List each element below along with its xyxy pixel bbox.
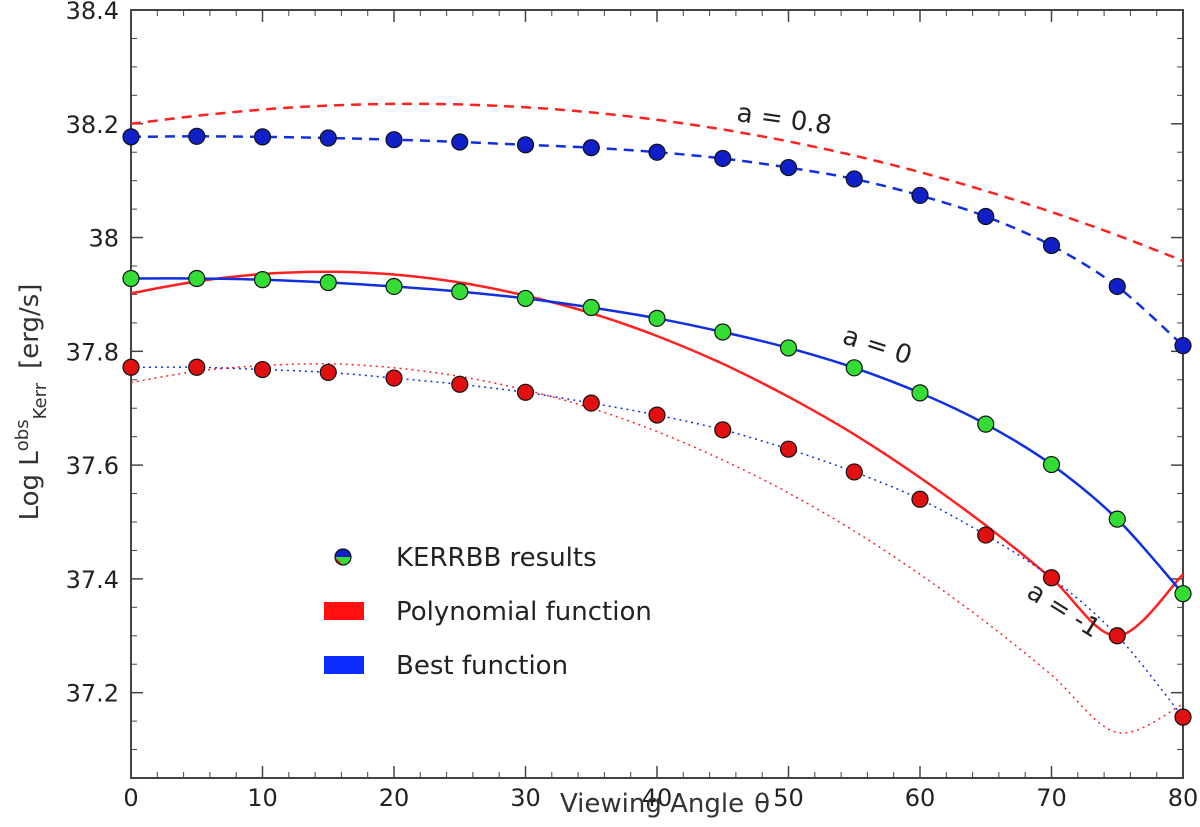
kerrbb-point-a08: [451, 133, 469, 151]
kerrbb-point-a08: [714, 149, 732, 168]
kerrbb-point-a08: [977, 207, 995, 226]
legend-patch: [324, 602, 364, 620]
x-tick-label: 30: [510, 784, 541, 812]
y-tick-label: 37.8: [66, 338, 119, 366]
kerrbb-point-aneg1: [582, 394, 600, 412]
kerrbb-point-a0: [516, 289, 535, 308]
kerrbb-point-a0: [319, 273, 337, 292]
kerrbb-point-aneg1: [1174, 708, 1192, 726]
kerrbb-point-aneg1: [451, 375, 469, 393]
kerrbb-point-a08: [253, 128, 272, 146]
kerrbb-point-a08: [385, 131, 403, 149]
x-tick-label: 10: [247, 784, 278, 812]
kerrbb-point-a0: [714, 323, 732, 341]
kerrbb-point-a08: [779, 158, 798, 177]
best-curve-aneg1: [130, 366, 1184, 718]
kerrbb-point-a0: [253, 271, 272, 289]
kerrbb-point-aneg1: [253, 360, 272, 379]
polynomial-curve-a0: [130, 270, 1184, 638]
annotations: a = 0.8a = 0a = -1: [735, 98, 1105, 644]
kerrbb-point-a08: [1108, 277, 1126, 296]
kerrbb-point-aneg1: [385, 369, 403, 387]
kerrbb-point-a0: [911, 384, 929, 402]
kerrbb-point-a08: [648, 143, 666, 161]
legend-patch: [324, 656, 364, 674]
legend-marker-left: [335, 557, 343, 565]
kerrbb-point-aneg1: [911, 490, 929, 508]
kerrbb-point-a0: [451, 283, 469, 301]
legend-label: Best function: [396, 651, 568, 681]
kerrbb-point-a08: [516, 136, 535, 154]
kerrbb-point-aneg1: [188, 358, 206, 376]
kerrbb-point-a0: [977, 415, 995, 433]
curve-annotation: a = -1: [1022, 576, 1106, 644]
x-tick-label: 60: [905, 784, 936, 812]
y-tick-label: 38.2: [66, 111, 119, 139]
kerrbb-point-aneg1: [845, 463, 863, 481]
kerrbb-point-a0: [845, 359, 863, 377]
y-tick-label: 38.4: [66, 0, 119, 25]
kerrbb-point-a0: [648, 309, 666, 327]
kerrbb-point-a08: [319, 129, 337, 147]
x-tick-label: 80: [1168, 784, 1199, 812]
kerrbb-point-a0: [385, 277, 403, 296]
kerrbb-point-a0: [122, 269, 140, 288]
y-tick-label: 37.6: [66, 452, 119, 480]
kerrbb-point-a0: [779, 339, 798, 357]
plot-area-border: [130, 9, 1184, 779]
kerrbb-point-aneg1: [1108, 627, 1126, 645]
data-markers: [122, 127, 1192, 726]
y-tick-label: 38: [88, 225, 119, 253]
kerrbb-point-a08: [845, 170, 863, 188]
kerrbb-point-a08: [188, 127, 206, 145]
legend-marker-outline: [334, 548, 352, 566]
best-curve-a08: [130, 135, 1184, 347]
kerrbb-point-a0: [1174, 585, 1192, 603]
x-tick-label: 50: [773, 784, 804, 812]
legend-marker-icon: [334, 548, 352, 566]
x-tick-label: 0: [123, 784, 138, 812]
kerrbb-point-aneg1: [122, 358, 140, 376]
kerrbb-point-aneg1: [1042, 569, 1061, 587]
kerrbb-point-a08: [1042, 236, 1061, 255]
y-axis-title: Log LobsKerr[erg/s]: [12, 284, 51, 521]
kerrbb-point-a0: [1042, 455, 1061, 474]
legend-label: Polynomial function: [396, 597, 652, 627]
plot-frame: [130, 9, 1184, 779]
kerrbb-point-aneg1: [319, 363, 337, 381]
polynomial-curve-a08: [130, 102, 1184, 263]
axis-ticks: 0 10 20 30 40 50 60 70 80 37.2 37.4 37.6 37.8 38 38.2 3…: [66, 0, 1199, 812]
x-tick-label: 70: [1036, 784, 1067, 812]
kerrbb-point-a0: [1108, 510, 1126, 528]
legend-marker-right: [335, 557, 351, 565]
kerrbb-point-aneg1: [779, 440, 798, 458]
kerrbb-point-aneg1: [648, 406, 666, 424]
kerrbb-point-a08: [911, 186, 929, 205]
legend: KERRBB results Polynomial function Best fu…: [324, 543, 652, 681]
kerrbb-point-a0: [188, 269, 206, 288]
kerrbb-point-aneg1: [977, 526, 995, 544]
x-axis-title: Viewing Angle θ: [560, 789, 770, 819]
kerrbb-point-aneg1: [714, 421, 732, 439]
x-tick-label: 20: [379, 784, 410, 812]
kerrbb-point-a0: [582, 298, 600, 317]
legend-label: KERRBB results: [396, 543, 597, 573]
kerrbb-point-a08: [122, 128, 140, 146]
legend-marker-top: [335, 549, 351, 557]
y-tick-label: 37.2: [66, 680, 119, 708]
y-tick-label: 37.4: [66, 566, 119, 594]
x-tick-label: 40: [642, 784, 673, 812]
kerrbb-point-a08: [582, 139, 600, 157]
kerrbb-point-a08: [1174, 337, 1192, 355]
kerrbb-point-aneg1: [516, 383, 535, 401]
